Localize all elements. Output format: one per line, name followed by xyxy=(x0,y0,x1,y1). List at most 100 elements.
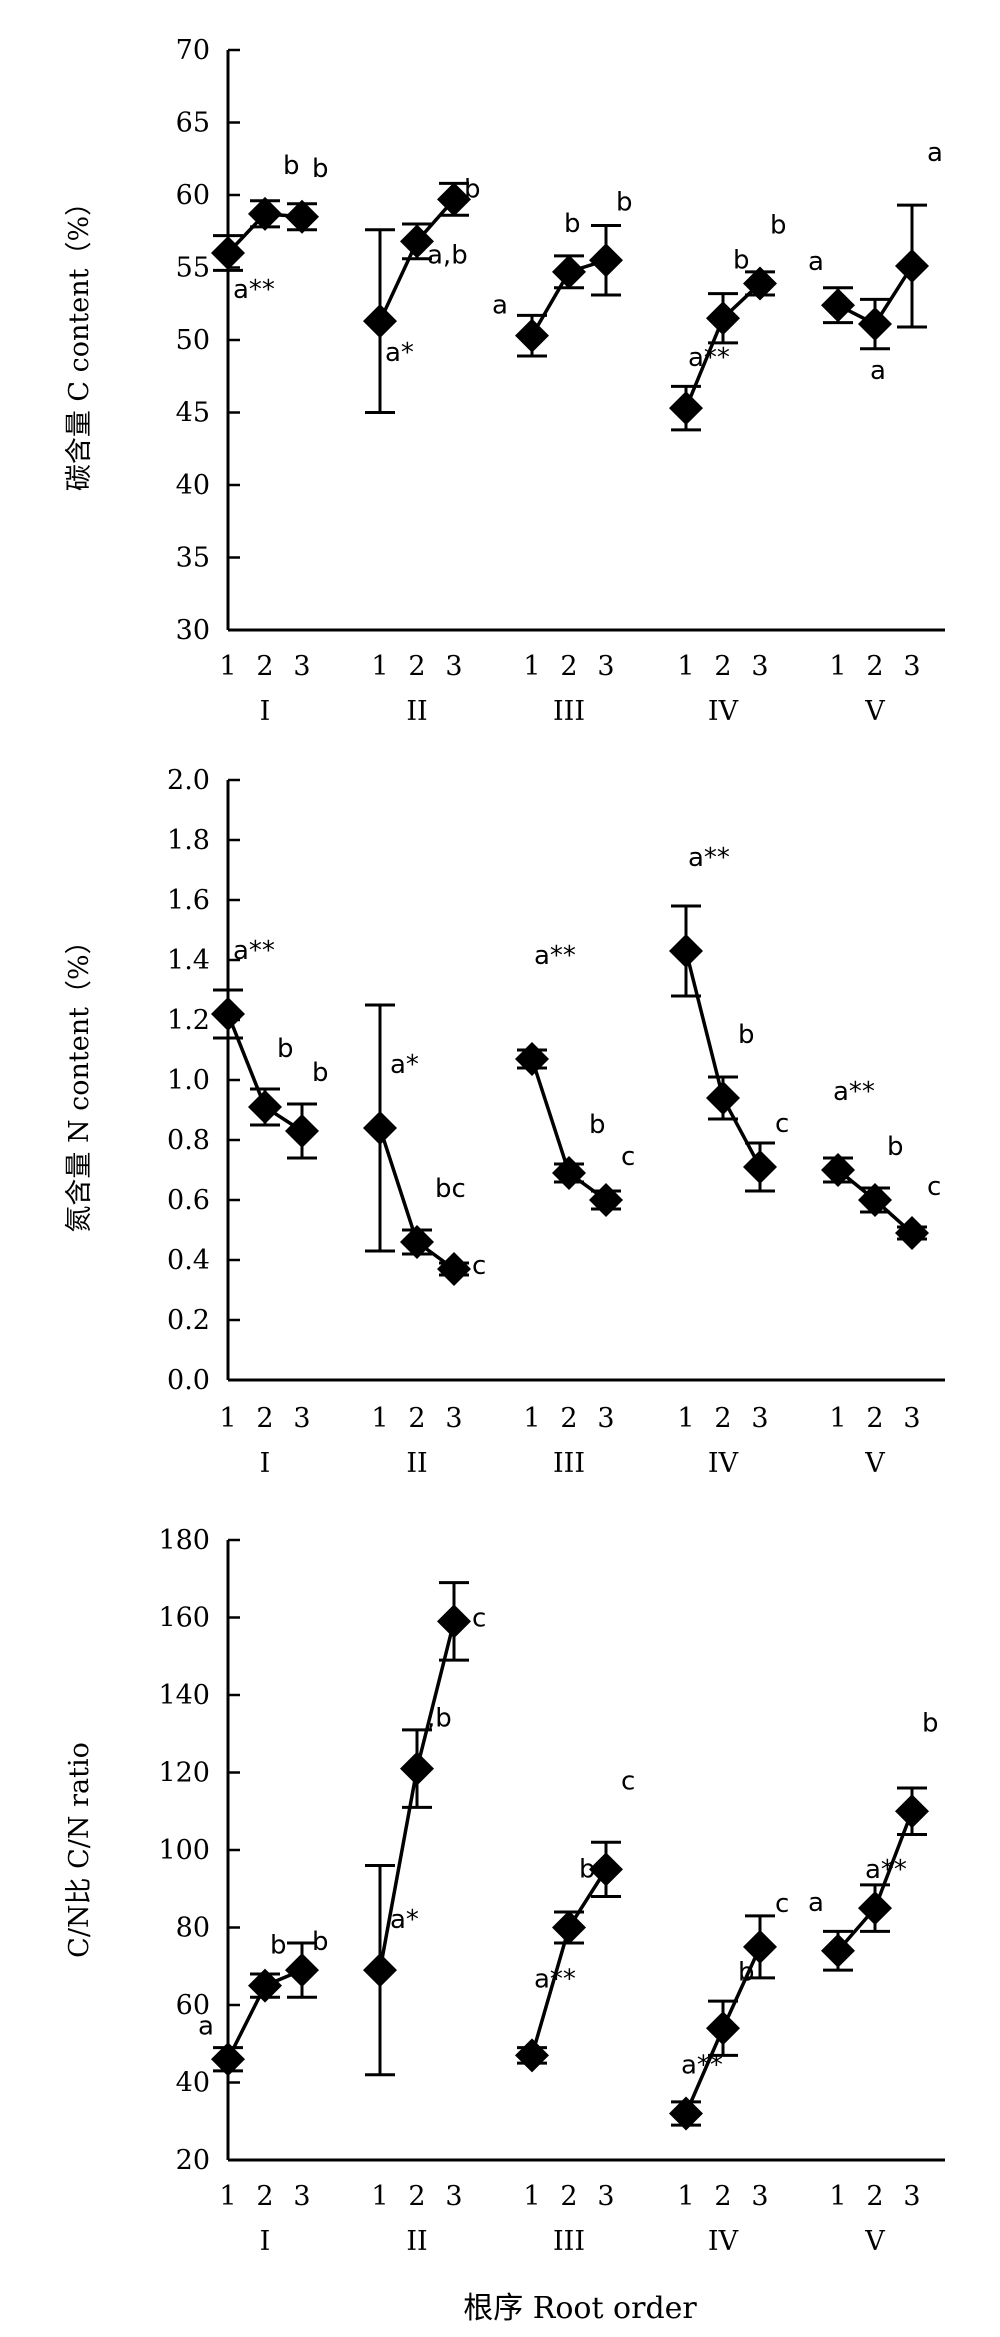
significance-label: b xyxy=(616,187,633,217)
x-tick-label: 2 xyxy=(866,1403,883,1434)
significance-label: b xyxy=(589,1110,606,1140)
data-point xyxy=(821,1153,855,1187)
group-label: I xyxy=(260,696,271,727)
data-point xyxy=(400,224,434,259)
x-axis-label: 根序 Root order xyxy=(463,2291,697,2326)
x-tick-label: 3 xyxy=(597,2181,614,2212)
y-tick-label: 65 xyxy=(176,108,210,139)
data-point xyxy=(669,391,703,426)
x-tick-label: 3 xyxy=(293,1403,310,1434)
group-label: III xyxy=(553,1448,585,1479)
x-tick-label: 2 xyxy=(408,1403,425,1434)
series-line xyxy=(684,950,762,1168)
significance-label: a,b xyxy=(427,240,468,270)
data-point xyxy=(821,288,855,323)
y-tick-label: 1.0 xyxy=(167,1065,210,1096)
significance-label: a* xyxy=(390,1905,419,1935)
group-label: IV xyxy=(708,1448,739,1479)
data-point xyxy=(743,1929,777,1964)
significance-label: b xyxy=(277,1034,294,1064)
significance-label: a** xyxy=(688,843,730,873)
data-point xyxy=(248,196,282,231)
x-tick-label: 2 xyxy=(714,1403,731,1434)
data-point xyxy=(285,199,319,234)
x-tick-label: 2 xyxy=(408,2181,425,2212)
data-point xyxy=(400,1751,434,1786)
data-point xyxy=(895,1794,929,1829)
group-label: IV xyxy=(708,696,739,727)
y-tick-label: 60 xyxy=(176,180,210,211)
group-label: I xyxy=(260,2226,271,2257)
group-label: IV xyxy=(708,2226,739,2257)
significance-label: a xyxy=(492,291,508,321)
group-label: II xyxy=(406,696,427,727)
significance-label: c xyxy=(472,1603,486,1633)
x-tick-label: 1 xyxy=(677,651,694,682)
data-point xyxy=(743,1150,777,1184)
x-tick-label: 3 xyxy=(445,651,462,682)
data-point xyxy=(248,1090,282,1124)
group-label: I xyxy=(260,1448,271,1479)
significance-label: b xyxy=(738,1957,755,1987)
data-point xyxy=(211,2042,245,2077)
x-tick-label: 2 xyxy=(408,651,425,682)
y-tick-label: 60 xyxy=(176,1990,210,2021)
data-point xyxy=(589,1183,623,1217)
x-tick-label: 3 xyxy=(903,1403,920,1434)
y-tick-label: 120 xyxy=(158,1758,210,1789)
significance-label: a** xyxy=(534,1964,576,1994)
y-tick-label: 20 xyxy=(176,2145,210,2176)
significance-label: b xyxy=(770,210,787,240)
x-tick-label: 3 xyxy=(597,1403,614,1434)
data-point xyxy=(589,1852,623,1887)
x-tick-label: 3 xyxy=(445,1403,462,1434)
x-tick-label: 1 xyxy=(829,1403,846,1434)
significance-label: b xyxy=(283,151,300,181)
y-tick-label: 1.6 xyxy=(167,885,210,916)
significance-label: a xyxy=(808,1888,824,1918)
x-tick-label: 3 xyxy=(903,651,920,682)
significance-label: c xyxy=(621,1766,635,1796)
significance-label: c xyxy=(621,1142,635,1172)
x-tick-label: 3 xyxy=(751,2181,768,2212)
group-label: III xyxy=(553,696,585,727)
significance-label: a xyxy=(927,138,943,168)
y-tick-label: 0.8 xyxy=(167,1125,210,1156)
data-point xyxy=(211,236,245,270)
x-tick-label: 2 xyxy=(256,651,273,682)
group-label: V xyxy=(864,1448,885,1479)
y-tick-label: 45 xyxy=(176,398,210,429)
x-tick-label: 1 xyxy=(523,651,540,682)
data-point xyxy=(437,1252,471,1286)
significance-label: b xyxy=(464,174,481,204)
group-label: V xyxy=(864,2226,885,2257)
y-tick-label: 0.2 xyxy=(167,1305,210,1336)
y-tick-label: 35 xyxy=(176,543,210,574)
x-tick-label: 3 xyxy=(445,2181,462,2212)
y-tick-label: 180 xyxy=(158,1525,210,1556)
significance-label: b xyxy=(579,1855,596,1885)
data-point xyxy=(363,1111,397,1145)
y-tick-label: 100 xyxy=(158,1835,210,1866)
y-tick-label: 140 xyxy=(158,1680,210,1711)
significance-label: ,b xyxy=(427,1704,452,1734)
significance-label: a** xyxy=(688,343,730,373)
y-tick-label: 55 xyxy=(176,253,210,284)
data-point xyxy=(821,1933,855,1968)
significance-label: bc xyxy=(435,1174,466,1204)
y-tick-label: 0.6 xyxy=(167,1185,210,1216)
x-tick-label: 3 xyxy=(293,651,310,682)
data-point xyxy=(858,1891,892,1926)
significance-label: a** xyxy=(865,1855,907,1885)
x-tick-label: 1 xyxy=(677,2181,694,2212)
x-tick-label: 1 xyxy=(219,1403,236,1434)
x-tick-label: 1 xyxy=(829,651,846,682)
y-axis-label: 氮含量 N content（%） xyxy=(64,927,95,1232)
data-point xyxy=(285,1114,319,1148)
x-tick-label: 2 xyxy=(866,2181,883,2212)
significance-label: a** xyxy=(233,275,275,305)
group-label: II xyxy=(406,2226,427,2257)
x-tick-label: 1 xyxy=(219,651,236,682)
significance-label: a xyxy=(808,247,824,277)
